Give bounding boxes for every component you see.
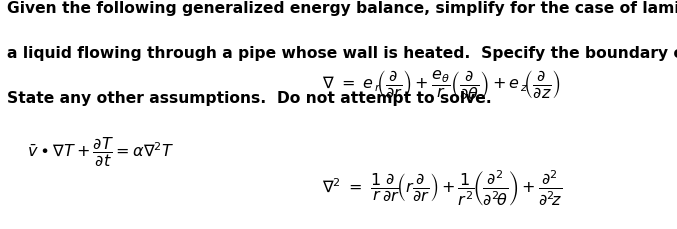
Text: Given the following generalized energy balance, simplify for the case of laminar: Given the following generalized energy b…	[7, 1, 677, 16]
Text: $\bar{v} \bullet \nabla T + \dfrac{\partial T}{\partial t} = \alpha \nabla^2 T$: $\bar{v} \bullet \nabla T + \dfrac{\part…	[27, 136, 175, 169]
Text: $\nabla \ = \ e_{\,r}\!\left(\dfrac{\partial}{\partial r}\right) + \dfrac{e_{\th: $\nabla \ = \ e_{\,r}\!\left(\dfrac{\par…	[322, 69, 560, 101]
Text: a liquid flowing through a pipe whose wall is heated.  Specify the boundary cond: a liquid flowing through a pipe whose wa…	[7, 46, 677, 61]
Text: $\nabla^2 \ = \ \dfrac{1}{r}\dfrac{\partial}{\partial r}\!\left(r\dfrac{\partial: $\nabla^2 \ = \ \dfrac{1}{r}\dfrac{\part…	[322, 168, 562, 207]
Text: State any other assumptions.  Do not attempt to solve.: State any other assumptions. Do not atte…	[7, 90, 492, 105]
